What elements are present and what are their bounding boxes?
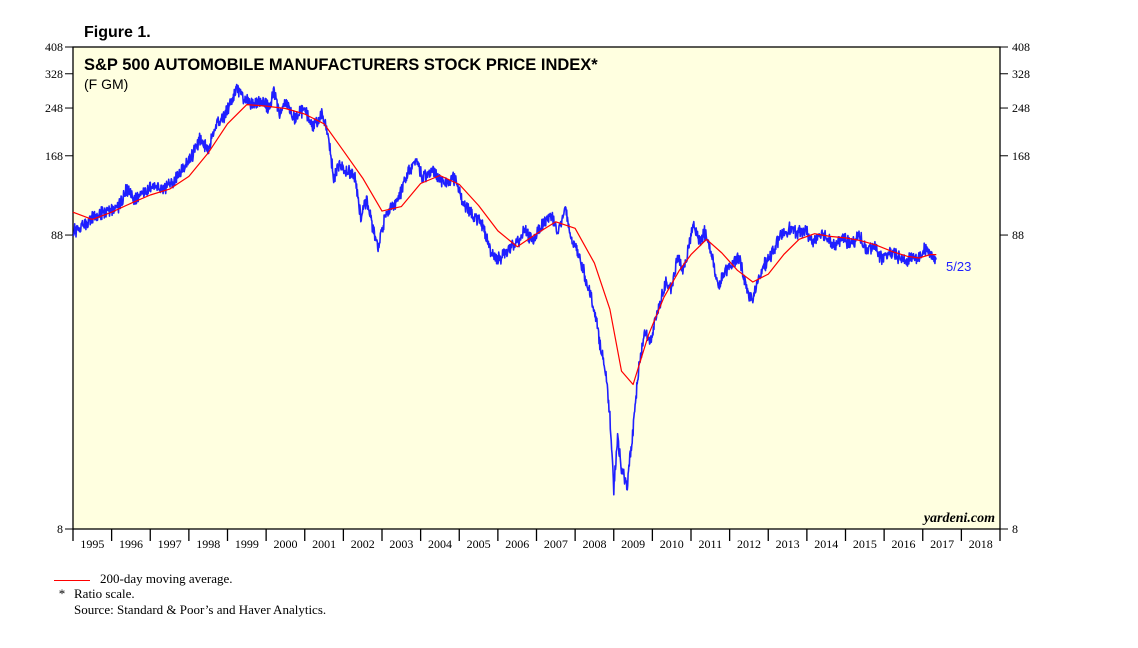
x-tick-label: 2014 [814, 537, 838, 551]
x-tick-label: 1999 [235, 537, 259, 551]
footnote-ratio: * Ratio scale. [54, 586, 135, 602]
x-tick-label: 2008 [582, 537, 606, 551]
x-tick-label: 1995 [80, 537, 104, 551]
y-tick-label-right: 168 [1012, 149, 1030, 163]
x-tick-label: 2013 [776, 537, 800, 551]
y-tick-label-right: 8 [1012, 522, 1018, 536]
footnote-source: Source: Standard & Poor’s and Haver Anal… [74, 602, 327, 617]
y-tick-label-left: 248 [45, 101, 63, 115]
series-layer [72, 83, 938, 496]
x-tick-label: 1997 [158, 537, 182, 551]
x-tick-label: 2011 [699, 537, 723, 551]
x-axis: 1995 1996 1997 1998 1999 2000 2001 2002 2003 2004… [72, 529, 1001, 551]
x-tick-label: 2005 [467, 537, 491, 551]
x-tick-label: 2015 [853, 537, 877, 551]
footnote-ratio-text: Ratio scale. [74, 586, 135, 601]
y-tick-label-right: 88 [1012, 228, 1024, 242]
x-tick-label: 2012 [737, 537, 761, 551]
end-date-label: 5/23 [946, 259, 971, 274]
x-tick-label: 2007 [544, 537, 568, 551]
y-tick-label-left: 8 [57, 522, 63, 536]
figure-label: Figure 1. [84, 24, 151, 41]
y-tick-label-left: 408 [45, 40, 63, 54]
x-tick-label: 2000 [273, 537, 297, 551]
y-tick-label-right: 328 [1012, 67, 1030, 81]
y-tick-label-right: 408 [1012, 40, 1030, 54]
x-tick-label: 2016 [891, 537, 915, 551]
moving-average-line [72, 104, 937, 386]
x-tick-label: 2018 [969, 537, 993, 551]
x-tick-label: 2006 [505, 537, 529, 551]
x-tick-label: 2001 [312, 537, 336, 551]
plot-area [72, 46, 1001, 530]
source-watermark: yardeni.com [922, 511, 995, 526]
y-tick-label-left: 328 [45, 67, 63, 81]
chart-title: S&P 500 AUTOMOBILE MANUFACTURERS STOCK P… [84, 56, 598, 74]
x-tick-label: 2017 [930, 537, 954, 551]
x-tick-label: 2010 [660, 537, 684, 551]
x-tick-label: 2009 [621, 537, 645, 551]
price-series-line [72, 83, 938, 496]
x-tick-label: 2003 [389, 537, 413, 551]
legend-label: 200-day moving average. [100, 571, 233, 586]
legend-line-swatch [54, 579, 90, 581]
x-tick-label: 2002 [351, 537, 375, 551]
legend-item-moving-average: 200-day moving average. [54, 571, 232, 587]
y-tick-label-left: 88 [51, 228, 63, 242]
chart-subtitle: (F GM) [84, 76, 128, 92]
x-tick-label: 1996 [119, 537, 143, 551]
x-tick-label: 2004 [428, 537, 452, 551]
y-tick-label-left: 168 [45, 149, 63, 163]
footnote-star: * [58, 586, 66, 601]
x-tick-label: 1998 [196, 537, 220, 551]
y-tick-label-right: 248 [1012, 101, 1030, 115]
